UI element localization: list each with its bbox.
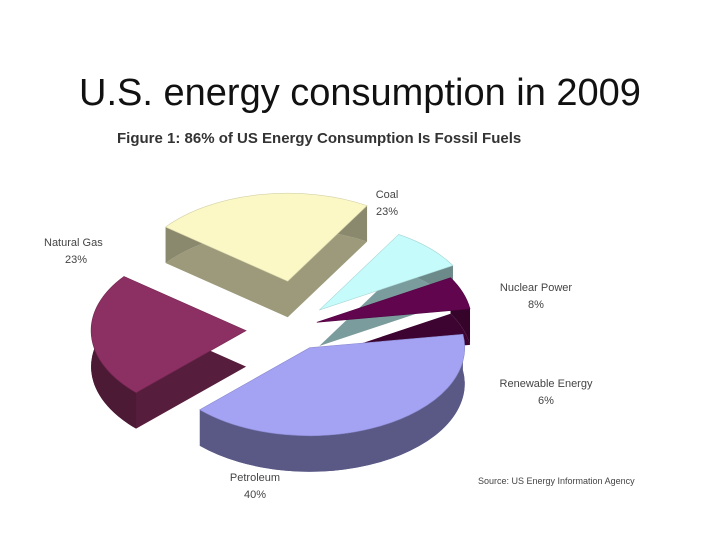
- slice-nuclear: [319, 234, 454, 311]
- slice-petroleum: [199, 333, 465, 437]
- slice-naturalgas: [90, 276, 247, 393]
- label-petroleum-value: 40%: [244, 489, 266, 501]
- label-naturalgas-name: Natural Gas: [44, 237, 103, 249]
- chart-source: Source: US Energy Information Agency: [478, 476, 635, 486]
- slice-wall-petroleum: [199, 334, 465, 472]
- pie-slices: [90, 192, 471, 472]
- chart-title: Figure 1: 86% of US Energy Consumption I…: [117, 130, 522, 147]
- label-nuclear-name: Nuclear Power: [500, 282, 572, 294]
- label-naturalgas-value: 23%: [65, 254, 87, 266]
- slide-title: U.S. energy consumption in 2009: [79, 72, 641, 114]
- label-renewable-value: 6%: [538, 395, 554, 407]
- slice-coal: [164, 192, 368, 282]
- label-coal-name: Coal: [376, 189, 399, 201]
- label-nuclear-value: 8%: [528, 299, 544, 311]
- label-renewable-name: Renewable Energy: [500, 378, 593, 390]
- label-coal-value: 23%: [376, 206, 398, 218]
- slice-renewable: [316, 277, 471, 323]
- label-petroleum-name: Petroleum: [230, 472, 280, 484]
